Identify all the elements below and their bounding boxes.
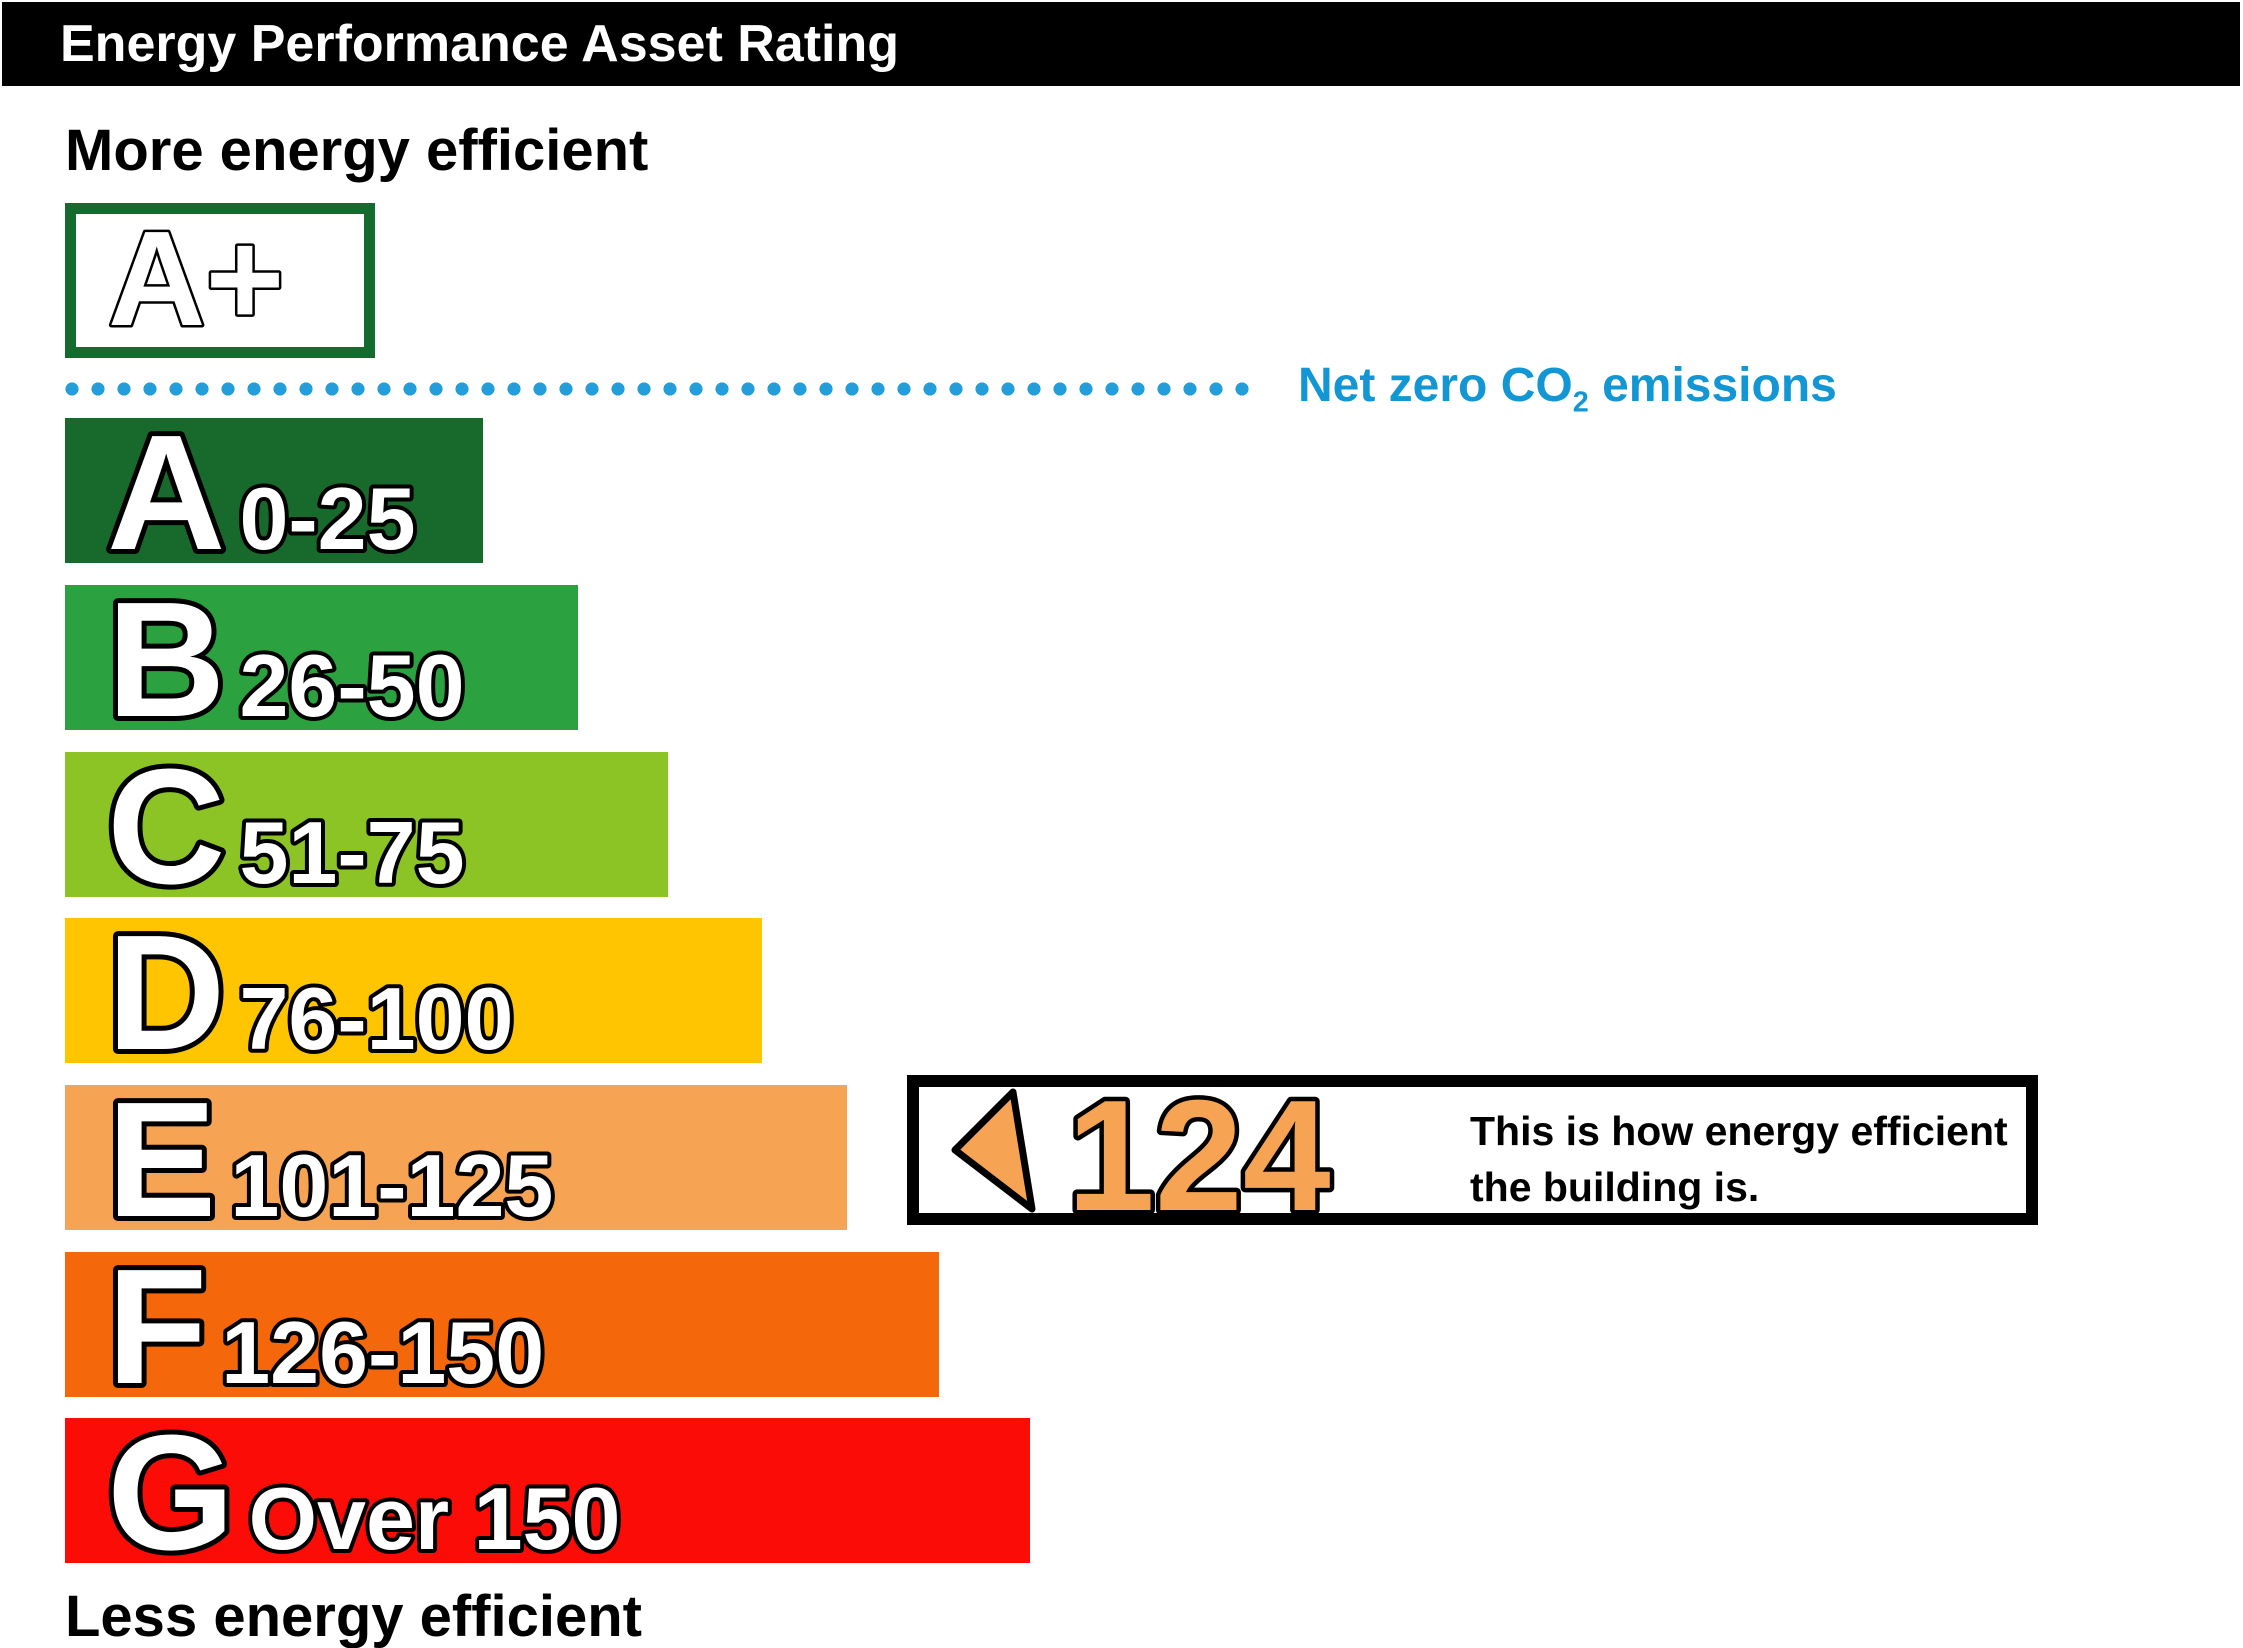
band-a: A 0-25 <box>65 396 483 589</box>
band-g-letter: G <box>107 1401 235 1584</box>
a-plus-letter-text: A+ <box>108 203 284 354</box>
band-g: G Over 150 <box>65 1396 1030 1589</box>
svg-text:A0-25: A 0-25 <box>107 401 416 584</box>
band-c-range: 51-75 <box>239 803 464 902</box>
svg-text:C51-75: C 51-75 <box>107 735 465 918</box>
band-d-letter: D <box>107 901 225 1084</box>
band-e-range: 101-125 <box>230 1136 553 1235</box>
band-f: F 126-150 <box>65 1230 939 1423</box>
rating-caption-line1: This is how energy efficient <box>1470 1108 2008 1154</box>
left-arrow-icon <box>951 1088 1036 1213</box>
band-b: B 26-50 <box>65 563 578 756</box>
band-a-range: 0-25 <box>239 469 415 568</box>
band-d: D 76-100 <box>65 896 762 1089</box>
rating-value: 124 <box>1067 1068 1331 1244</box>
less-efficient-label: Less energy efficient <box>65 1584 642 1648</box>
svg-text:B26-50: B 26-50 <box>107 568 465 751</box>
band-c: C 51-75 <box>65 730 668 923</box>
page-title: Energy Performance Asset Rating <box>60 15 900 73</box>
band-b-letter: B <box>107 568 225 751</box>
band-a-plus: A+ <box>65 201 375 358</box>
band-e-letter: E <box>107 1068 216 1251</box>
header-bar: Energy Performance Asset Rating <box>2 2 2240 86</box>
band-c-letter: C <box>107 735 225 918</box>
band-a-letter: A <box>107 401 225 584</box>
rating-caption: This is how energy efficient the buildin… <box>1470 1103 2008 1215</box>
band-g-range: Over 150 <box>249 1469 621 1568</box>
net-zero-text: Net zero CO <box>1298 359 1573 412</box>
current-rating-indicator: 124 This is how energy efficient the bui… <box>907 1064 2038 1249</box>
net-zero-dotted-line <box>65 382 1261 396</box>
net-zero-subscript: 2 <box>1572 386 1589 419</box>
band-f-range: 126-150 <box>221 1303 544 1402</box>
net-zero-suffix: emissions <box>1588 359 1837 412</box>
rating-pointer: 124 <box>951 1064 1335 1249</box>
band-e: E 101-125 <box>65 1063 847 1256</box>
band-f-letter: F <box>107 1235 207 1418</box>
band-d-range: 76-100 <box>239 969 513 1068</box>
net-zero-label: Net zero CO2 emissions <box>1298 360 1837 429</box>
rating-caption-line2: the building is. <box>1470 1164 1760 1210</box>
more-efficient-label: More energy efficient <box>65 118 649 183</box>
a-plus-letter: A+ <box>106 201 287 357</box>
svg-text:D76-100: D 76-100 <box>107 901 513 1084</box>
band-b-range: 26-50 <box>239 636 464 735</box>
